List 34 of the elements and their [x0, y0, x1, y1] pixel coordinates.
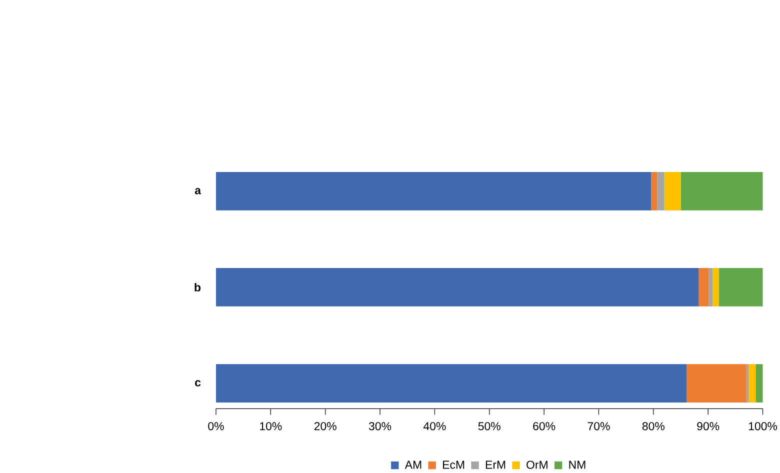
- y-tick-label: c: [195, 380, 201, 386]
- x-tick-label: 30%: [368, 422, 392, 430]
- bar: [216, 364, 687, 403]
- bar: [712, 268, 720, 306]
- x-tick-label: 20%: [314, 422, 336, 430]
- bar: [719, 268, 763, 306]
- bar: [651, 172, 658, 210]
- x-tick-label: 60%: [533, 422, 556, 430]
- bar: [216, 172, 652, 210]
- legend-label: EcM: [443, 460, 464, 469]
- bar: [680, 172, 763, 210]
- bar: [657, 172, 664, 210]
- bar: [746, 364, 749, 403]
- legend-label: OrM: [526, 460, 548, 469]
- x-tick-label: 0%: [208, 422, 224, 430]
- bar: [664, 172, 681, 210]
- y-tick-label: b: [194, 283, 201, 292]
- bar: [698, 268, 709, 306]
- x-tick-label: 100%: [748, 422, 778, 430]
- bar: [756, 364, 763, 403]
- legend-label: ErM: [486, 460, 506, 469]
- bar: [686, 364, 746, 403]
- x-tick-label: 10%: [260, 422, 282, 430]
- legend-label: AM: [404, 460, 422, 469]
- bar: [748, 364, 756, 403]
- x-tick-label: 50%: [478, 422, 500, 430]
- x-tick-label: 70%: [588, 422, 610, 430]
- legend-label: NM: [569, 460, 586, 469]
- x-tick-label: 90%: [697, 422, 720, 430]
- bar: [216, 268, 699, 306]
- x-tick-label: 80%: [642, 422, 664, 430]
- bar: [708, 268, 712, 306]
- x-tick-label: 40%: [423, 422, 446, 430]
- y-tick-label: a: [194, 188, 202, 194]
